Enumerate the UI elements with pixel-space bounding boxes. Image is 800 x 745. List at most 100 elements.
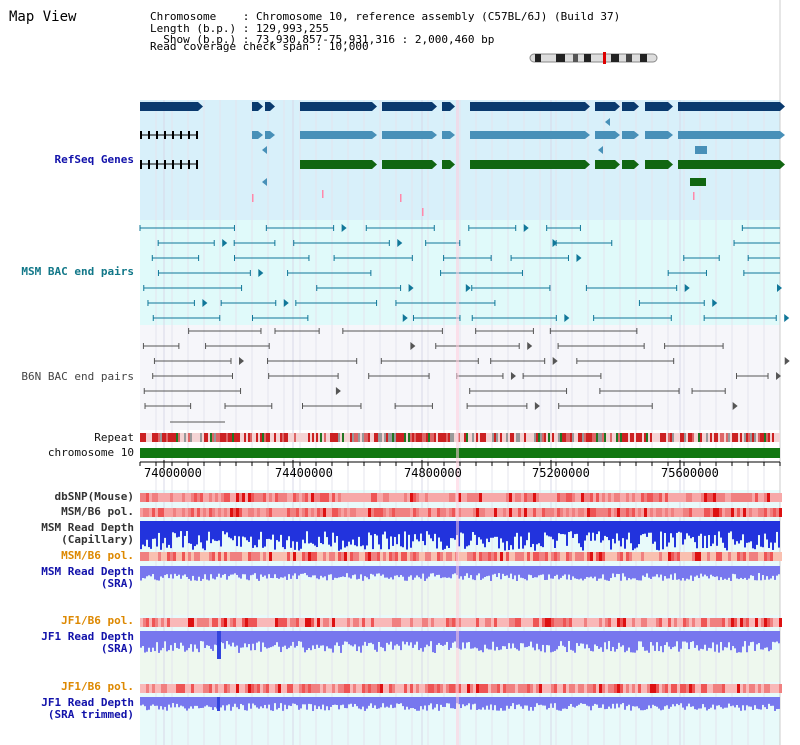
msm-b6-pol-cell bbox=[290, 552, 293, 561]
jf1-b6-pol-cell bbox=[248, 684, 251, 693]
msm-depth-sra-bar bbox=[156, 566, 158, 581]
msm-depth-capillary-bar bbox=[778, 521, 780, 548]
track-label-dbsnp[interactable]: dbSNP(Mouse) bbox=[54, 490, 134, 503]
jf1-b6-pol-cell bbox=[578, 684, 581, 693]
jf1-depth-sra-bar bbox=[776, 631, 778, 642]
dbsnp-heat-cell bbox=[464, 493, 467, 502]
repeat-segment bbox=[244, 433, 246, 442]
msm-depth-capillary-bar bbox=[630, 521, 632, 544]
repeat-segment bbox=[330, 433, 332, 442]
jf1-depth-sra-bar bbox=[758, 631, 760, 644]
msm-depth-capillary-bar bbox=[288, 521, 290, 537]
track-label-repeat[interactable]: Repeat bbox=[94, 431, 134, 444]
repeat-segment bbox=[350, 433, 352, 442]
jf1-depth-sra-bar bbox=[652, 631, 654, 646]
jf1-depth-sra-bar bbox=[368, 631, 370, 644]
jf1-b6-pol-cell bbox=[491, 618, 494, 627]
repeat-segment bbox=[520, 433, 522, 442]
jf1-depth-sra-bar bbox=[664, 631, 666, 646]
gene-arrow bbox=[585, 131, 590, 139]
track-label-jf1-b6-pol-2[interactable]: JF1/B6 pol. bbox=[61, 680, 134, 693]
track-label-jf1-read-depth-sra[interactable]: JF1 Read Depth (SRA) bbox=[10, 631, 134, 655]
jf1-b6-pol-cell bbox=[746, 684, 749, 693]
msm-bac-pair-arrow bbox=[402, 314, 408, 322]
jf1-b6-pol-cell bbox=[566, 618, 569, 627]
repeat-segment bbox=[364, 433, 366, 442]
jf1-depth-sra-bar bbox=[414, 631, 416, 645]
jf1-b6-pol-cell bbox=[617, 618, 620, 627]
b6n-bac-pair-arrow bbox=[527, 342, 533, 350]
jf1-depth-trimmed-bar bbox=[692, 697, 694, 707]
msm-depth-sra-bar bbox=[144, 566, 146, 579]
gene-block bbox=[382, 160, 432, 169]
msm-depth-capillary-bar bbox=[444, 521, 446, 549]
chromosome-ideogram[interactable] bbox=[529, 52, 658, 64]
track-label-b6n-bac[interactable]: B6N BAC end pairs bbox=[21, 370, 134, 383]
repeat-segment bbox=[282, 433, 284, 442]
msm-depth-sra-bar bbox=[736, 566, 738, 579]
msm-b6-pol-cell bbox=[563, 508, 566, 517]
track-label-msm-read-depth-capillary[interactable]: MSM Read Depth (Capillary) bbox=[10, 522, 134, 546]
msm-depth-sra-bar bbox=[142, 566, 144, 579]
dbsnp-heat-cell bbox=[668, 493, 671, 502]
jf1-b6-pol-cell bbox=[212, 684, 215, 693]
repeat-segment bbox=[198, 433, 200, 442]
repeat-segment bbox=[176, 433, 178, 442]
msm-b6-pol-cell bbox=[644, 552, 647, 561]
jf1-b6-pol-cell bbox=[284, 684, 287, 693]
msm-depth-sra-bar bbox=[172, 566, 174, 579]
msm-depth-sra-bar bbox=[152, 566, 154, 575]
msm-depth-sra-bar bbox=[190, 566, 192, 581]
jf1-depth-sra-bar bbox=[182, 631, 184, 646]
dbsnp-heat-cell bbox=[548, 493, 551, 502]
jf1-b6-pol-cell bbox=[257, 618, 260, 627]
jf1-b6-pol-cell bbox=[446, 684, 449, 693]
msm-b6-pol-cell bbox=[494, 508, 497, 517]
repeat-segment bbox=[452, 433, 454, 442]
jf1-depth-sra-bar bbox=[294, 631, 296, 648]
jf1-depth-trimmed-bar bbox=[594, 697, 596, 704]
jf1-b6-pol-cell bbox=[557, 684, 560, 693]
repeat-segment bbox=[704, 433, 706, 442]
track-label-refseq[interactable]: RefSeq Genes bbox=[54, 153, 134, 166]
msm-depth-capillary-bar bbox=[476, 521, 478, 545]
msm-depth-capillary-bar bbox=[258, 521, 260, 540]
msm-depth-capillary-bar bbox=[752, 521, 754, 549]
msm-b6-pol-cell bbox=[773, 552, 776, 561]
track-label-jf1-read-depth-trimmed[interactable]: JF1 Read Depth (SRA trimmed) bbox=[10, 697, 134, 721]
msm-depth-sra-bar bbox=[650, 566, 652, 579]
gene-block bbox=[622, 102, 634, 111]
jf1-b6-pol-cell bbox=[362, 684, 365, 693]
track-label-msm-read-depth-sra[interactable]: MSM Read Depth (SRA) bbox=[10, 566, 134, 590]
jf1-depth-trimmed-bar bbox=[550, 697, 552, 704]
msm-b6-pol-cell bbox=[698, 552, 701, 561]
msm-b6-pol-cell bbox=[317, 552, 320, 561]
track-label-msm-bac[interactable]: MSM BAC end pairs bbox=[21, 265, 134, 278]
track-label-chromosome[interactable]: chromosome 10 bbox=[47, 446, 134, 459]
jf1-depth-trimmed-bar bbox=[272, 697, 274, 711]
jf1-depth-sra-bar bbox=[418, 631, 420, 651]
msm-b6-pol-cell bbox=[227, 508, 230, 517]
track-label-msm-b6-pol-2[interactable]: MSM/B6 pol. bbox=[61, 549, 134, 562]
jf1-b6-pol-cell bbox=[731, 684, 734, 693]
jf1-depth-trimmed-bar bbox=[600, 697, 602, 708]
jf1-b6-pol-cell bbox=[728, 684, 731, 693]
msm-b6-pol-cell bbox=[350, 508, 353, 517]
jf1-b6-pol-cell bbox=[392, 684, 395, 693]
jf1-depth-trimmed-bar bbox=[316, 697, 318, 710]
jf1-depth-sra-bar bbox=[610, 631, 612, 652]
msm-b6-pol-cell bbox=[611, 552, 614, 561]
msm-depth-sra-bar bbox=[176, 566, 178, 576]
jf1-depth-sra-bar bbox=[420, 631, 422, 649]
dbsnp-heat-cell bbox=[617, 493, 620, 502]
msm-depth-sra-bar bbox=[470, 566, 472, 576]
msm-depth-capillary-bar bbox=[560, 521, 562, 535]
track-label-msm-b6-pol[interactable]: MSM/B6 pol. bbox=[61, 505, 134, 518]
jf1-b6-pol-cell bbox=[215, 684, 218, 693]
msm-b6-pol-cell bbox=[239, 552, 242, 561]
track-label-jf1-b6-pol[interactable]: JF1/B6 pol. bbox=[61, 614, 134, 627]
msm-depth-sra-bar bbox=[600, 566, 602, 579]
msm-b6-pol-cell bbox=[404, 508, 407, 517]
repeat-segment bbox=[592, 433, 594, 442]
